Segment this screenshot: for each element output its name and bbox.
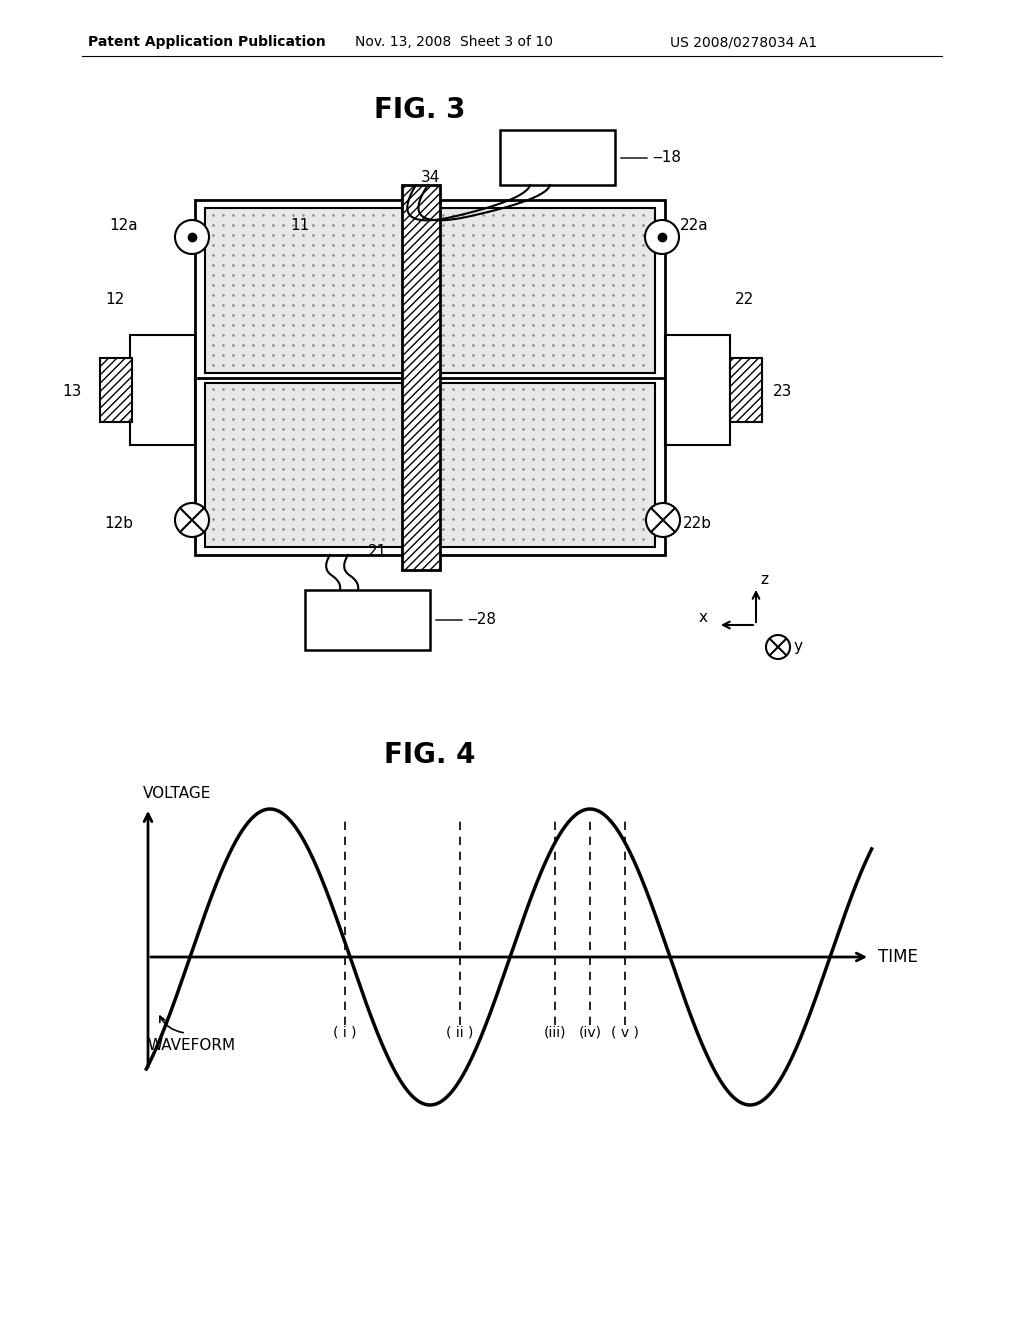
Bar xyxy=(195,201,665,554)
Text: z: z xyxy=(760,573,768,587)
Text: (iii): (iii) xyxy=(544,1026,566,1040)
Text: 12: 12 xyxy=(105,293,125,308)
Circle shape xyxy=(645,220,679,253)
Text: VOLTAGE: VOLTAGE xyxy=(143,787,211,801)
Bar xyxy=(130,335,195,445)
Text: ( v ): ( v ) xyxy=(611,1026,639,1040)
Text: FIG. 3: FIG. 3 xyxy=(374,96,466,124)
Text: ( i ): ( i ) xyxy=(333,1026,356,1040)
Bar xyxy=(730,358,762,422)
Text: 22: 22 xyxy=(735,293,755,308)
Text: 11: 11 xyxy=(290,218,309,232)
Text: WAVEFORM: WAVEFORM xyxy=(148,1038,237,1052)
Text: (iv): (iv) xyxy=(579,1026,601,1040)
Circle shape xyxy=(646,503,680,537)
Circle shape xyxy=(175,220,209,253)
Text: 13: 13 xyxy=(62,384,82,400)
Text: y: y xyxy=(794,639,803,655)
Text: Patent Application Publication: Patent Application Publication xyxy=(88,36,326,49)
Text: 34: 34 xyxy=(420,170,439,186)
Bar xyxy=(665,335,730,445)
Text: 22a: 22a xyxy=(680,219,709,234)
Bar xyxy=(500,129,615,185)
Text: ( ii ): ( ii ) xyxy=(446,1026,474,1040)
Text: 22b: 22b xyxy=(683,516,712,531)
Bar xyxy=(205,209,655,374)
Text: 12a: 12a xyxy=(110,219,138,234)
Bar xyxy=(305,590,430,649)
Bar xyxy=(402,185,440,570)
Text: 23: 23 xyxy=(773,384,793,400)
Bar xyxy=(205,383,655,546)
Text: 21: 21 xyxy=(368,544,387,560)
Text: TIME: TIME xyxy=(878,948,918,966)
Text: x: x xyxy=(699,610,708,624)
Text: FIG. 4: FIG. 4 xyxy=(384,741,476,770)
Circle shape xyxy=(175,503,209,537)
Circle shape xyxy=(766,635,790,659)
Bar xyxy=(100,358,132,422)
Text: US 2008/0278034 A1: US 2008/0278034 A1 xyxy=(670,36,817,49)
Text: ‒28: ‒28 xyxy=(467,612,496,627)
Text: Nov. 13, 2008  Sheet 3 of 10: Nov. 13, 2008 Sheet 3 of 10 xyxy=(355,36,553,49)
Text: ‒18: ‒18 xyxy=(652,150,681,165)
Text: 12b: 12b xyxy=(104,516,133,531)
